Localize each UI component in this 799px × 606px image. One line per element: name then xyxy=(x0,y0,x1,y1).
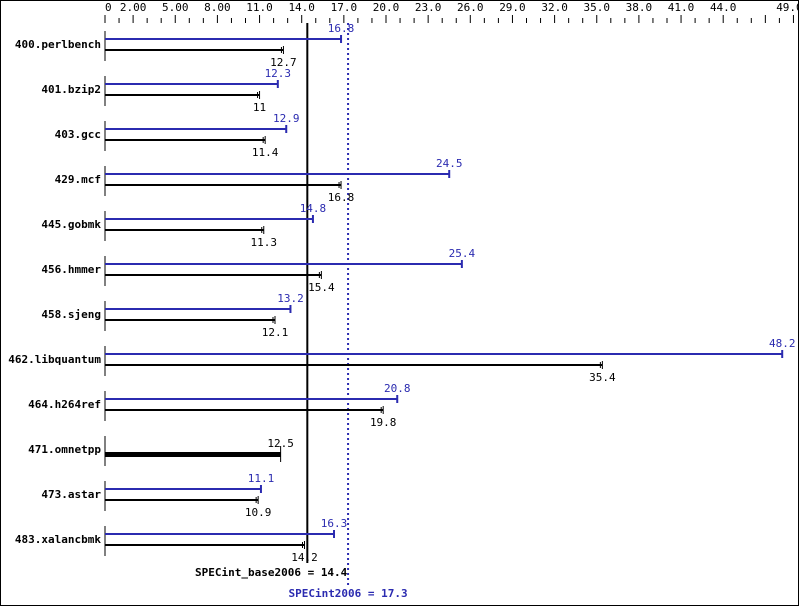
base-value-label: 15.4 xyxy=(308,281,335,294)
peak-value-label: 11.1 xyxy=(248,472,275,485)
base-value-label: 11.3 xyxy=(251,236,278,249)
peak-value-label: 20.8 xyxy=(384,382,411,395)
benchmark-label: 401.bzip2 xyxy=(41,83,101,96)
base-value-label: 35.4 xyxy=(589,371,616,384)
peak-mean-label: SPECint2006 = 17.3 xyxy=(288,587,407,600)
x-tick-label: 23.0 xyxy=(415,1,442,14)
base-value-label: 12.7 xyxy=(270,56,297,69)
x-tick-label: 41.0 xyxy=(668,1,695,14)
x-tick-label: 35.0 xyxy=(584,1,611,14)
base-value-label: 19.8 xyxy=(370,416,397,429)
benchmark-label: 471.omnetpp xyxy=(28,443,101,456)
x-tick-label: 32.0 xyxy=(541,1,568,14)
base-value-label: 14.2 xyxy=(291,551,318,564)
peak-value-label: 14.8 xyxy=(300,202,327,215)
peak-value-label: 16.8 xyxy=(328,22,355,35)
x-tick-label: 0 xyxy=(105,1,112,14)
x-tick-label: 8.00 xyxy=(204,1,231,14)
base-mean-label: SPECint_base2006 = 14.4 xyxy=(195,566,348,579)
x-tick-label: 17.0 xyxy=(331,1,358,14)
peak-value-label: 24.5 xyxy=(436,157,463,170)
x-tick-label: 14.0 xyxy=(288,1,315,14)
peak-value-label: 12.9 xyxy=(273,112,300,125)
x-tick-label: 20.0 xyxy=(373,1,400,14)
x-tick-label: 2.00 xyxy=(120,1,147,14)
benchmark-label: 464.h264ref xyxy=(28,398,101,411)
peak-value-label: 13.2 xyxy=(277,292,304,305)
benchmark-label: 429.mcf xyxy=(55,173,101,186)
benchmark-label: 403.gcc xyxy=(55,128,101,141)
benchmark-label: 462.libquantum xyxy=(8,353,101,366)
base-value-label: 16.8 xyxy=(328,191,355,204)
base-value-label: 10.9 xyxy=(245,506,272,519)
benchmark-label: 445.gobmk xyxy=(41,218,101,231)
base-value-label: 12.5 xyxy=(267,437,294,450)
x-tick-label: 44.0 xyxy=(710,1,737,14)
peak-value-label: 16.3 xyxy=(321,517,348,530)
benchmark-label: 483.xalancbmk xyxy=(15,533,101,546)
x-tick-label: 26.0 xyxy=(457,1,484,14)
x-tick-label: 49.0 xyxy=(776,1,798,14)
base-value-label: 12.1 xyxy=(262,326,289,339)
benchmark-label: 473.astar xyxy=(41,488,101,501)
base-value-label: 11 xyxy=(253,101,266,114)
base-bar xyxy=(105,452,281,457)
peak-value-label: 12.3 xyxy=(265,67,292,80)
benchmark-label: 400.perlbench xyxy=(15,38,101,51)
benchmark-label: 456.hmmer xyxy=(41,263,101,276)
x-tick-label: 11.0 xyxy=(246,1,273,14)
peak-value-label: 48.2 xyxy=(769,337,796,350)
x-tick-label: 38.0 xyxy=(626,1,653,14)
peak-value-label: 25.4 xyxy=(449,247,476,260)
base-value-label: 11.4 xyxy=(252,146,279,159)
x-tick-label: 5.00 xyxy=(162,1,189,14)
x-tick-label: 29.0 xyxy=(499,1,526,14)
benchmark-label: 458.sjeng xyxy=(41,308,101,321)
